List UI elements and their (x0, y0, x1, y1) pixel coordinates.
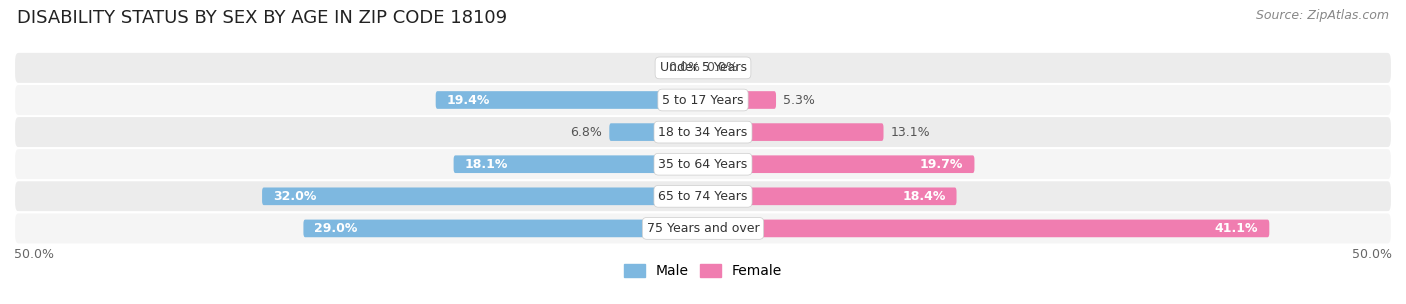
Text: 50.0%: 50.0% (14, 248, 53, 261)
Text: 5.3%: 5.3% (783, 94, 815, 106)
FancyBboxPatch shape (304, 219, 703, 237)
Legend: Male, Female: Male, Female (624, 264, 782, 278)
FancyBboxPatch shape (703, 91, 776, 109)
FancyBboxPatch shape (703, 219, 1270, 237)
Text: 18.1%: 18.1% (464, 158, 508, 171)
Text: 18 to 34 Years: 18 to 34 Years (658, 126, 748, 139)
Text: 29.0%: 29.0% (315, 222, 357, 235)
Text: 19.7%: 19.7% (920, 158, 963, 171)
Text: 13.1%: 13.1% (890, 126, 929, 139)
FancyBboxPatch shape (609, 123, 703, 141)
Text: 32.0%: 32.0% (273, 190, 316, 203)
Text: 6.8%: 6.8% (571, 126, 602, 139)
FancyBboxPatch shape (14, 52, 1392, 84)
FancyBboxPatch shape (262, 188, 703, 205)
Text: 75 Years and over: 75 Years and over (647, 222, 759, 235)
FancyBboxPatch shape (454, 155, 703, 173)
Text: 65 to 74 Years: 65 to 74 Years (658, 190, 748, 203)
FancyBboxPatch shape (14, 180, 1392, 212)
FancyBboxPatch shape (14, 116, 1392, 148)
Text: 18.4%: 18.4% (903, 190, 945, 203)
Text: 50.0%: 50.0% (1353, 248, 1392, 261)
FancyBboxPatch shape (703, 188, 956, 205)
Text: 19.4%: 19.4% (447, 94, 491, 106)
Text: 0.0%: 0.0% (706, 61, 738, 74)
Text: Source: ZipAtlas.com: Source: ZipAtlas.com (1256, 9, 1389, 22)
FancyBboxPatch shape (436, 91, 703, 109)
Text: 35 to 64 Years: 35 to 64 Years (658, 158, 748, 171)
FancyBboxPatch shape (703, 155, 974, 173)
Text: DISABILITY STATUS BY SEX BY AGE IN ZIP CODE 18109: DISABILITY STATUS BY SEX BY AGE IN ZIP C… (17, 9, 508, 27)
Text: 0.0%: 0.0% (668, 61, 700, 74)
Text: 41.1%: 41.1% (1215, 222, 1258, 235)
Text: 5 to 17 Years: 5 to 17 Years (662, 94, 744, 106)
FancyBboxPatch shape (703, 123, 883, 141)
FancyBboxPatch shape (14, 212, 1392, 244)
FancyBboxPatch shape (14, 84, 1392, 116)
Text: Under 5 Years: Under 5 Years (659, 61, 747, 74)
FancyBboxPatch shape (14, 148, 1392, 180)
